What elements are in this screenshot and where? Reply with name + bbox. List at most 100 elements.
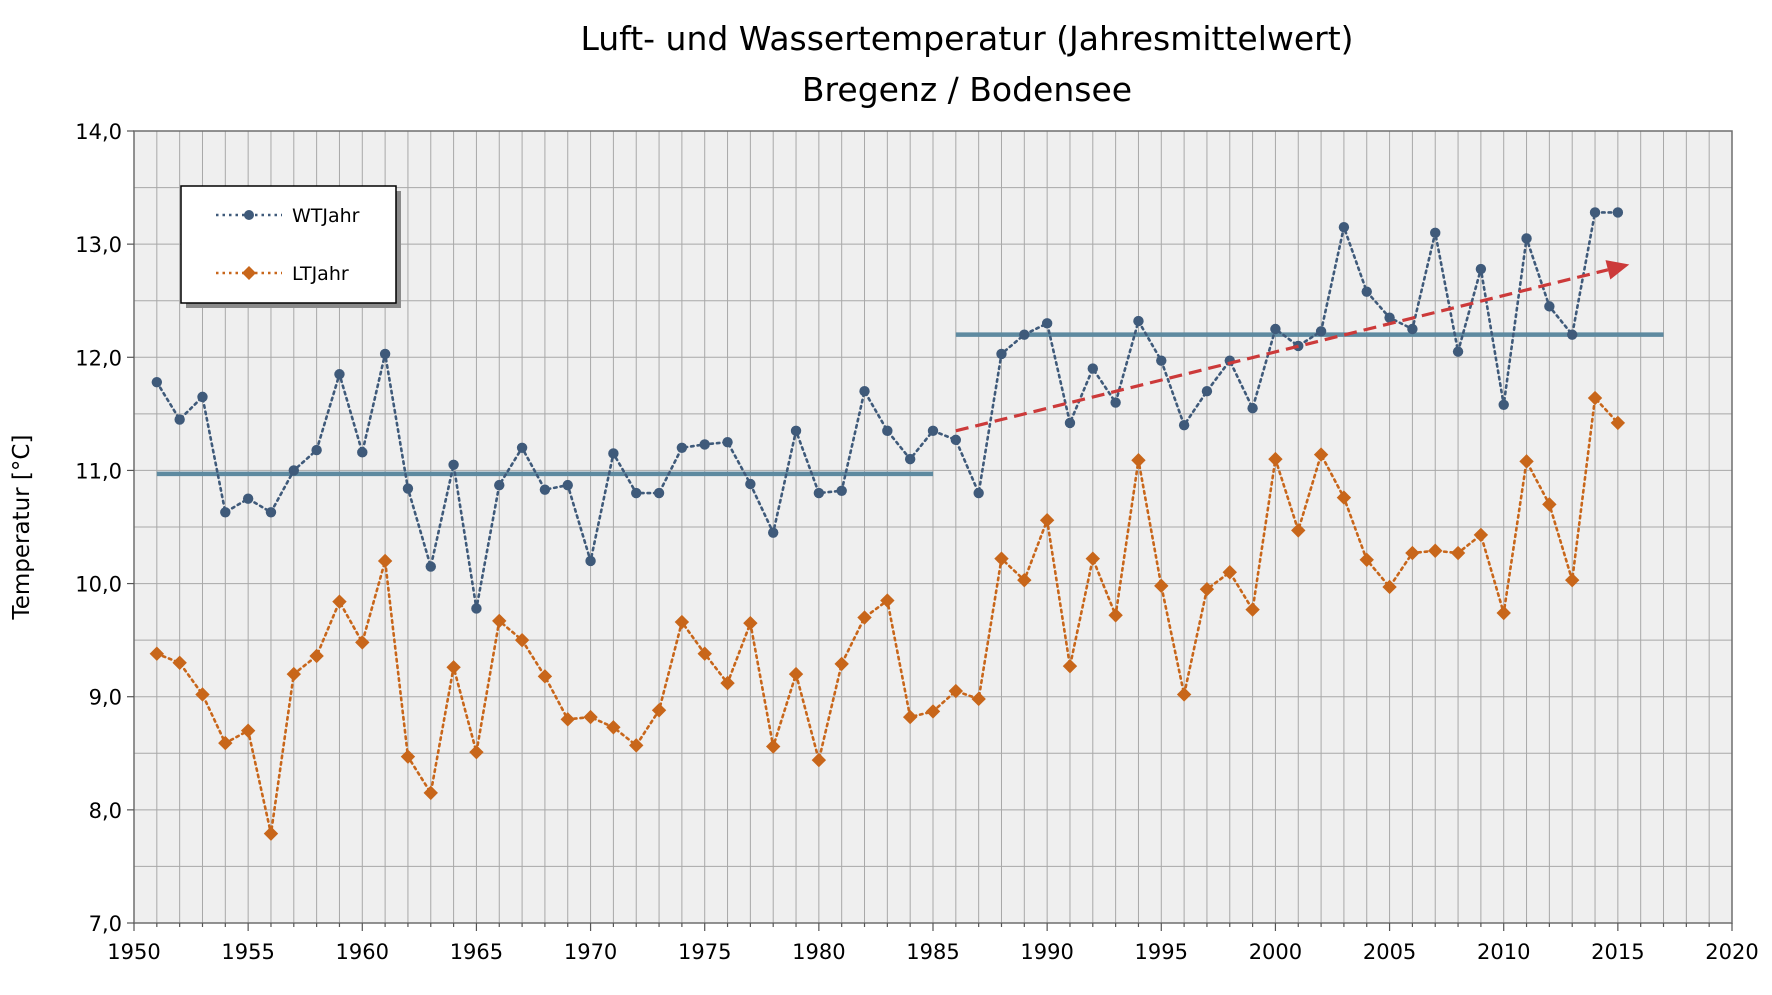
x-tick-label: 2000: [1249, 940, 1302, 964]
wt-point: [882, 425, 893, 437]
lt-point: [971, 691, 986, 707]
wt-point: [265, 507, 277, 518]
lt-point: [469, 744, 484, 760]
lt-point: [309, 648, 324, 664]
lt-point: [606, 720, 621, 735]
wt-point: [1338, 221, 1350, 233]
lt-point: [1017, 572, 1032, 588]
wt-point: [813, 487, 825, 499]
trend-arrow-head: [1605, 260, 1630, 280]
wt-point: [425, 561, 436, 572]
lt-point: [1565, 572, 1580, 588]
lt-point: [218, 735, 233, 751]
wt-point: [768, 527, 779, 538]
wt-point: [1407, 323, 1418, 335]
lt-point: [948, 683, 964, 699]
lt-point: [149, 646, 165, 661]
legend-lt-label: LTJahr: [292, 263, 349, 285]
wt-point: [1041, 318, 1053, 329]
wt-point: [1019, 329, 1030, 340]
wt-point: [288, 465, 299, 476]
lt-point: [674, 614, 690, 630]
lt-point: [492, 613, 507, 629]
lt-point: [1268, 451, 1283, 467]
series-wtjahr: [151, 207, 1624, 614]
lt-point: [1496, 605, 1511, 621]
x-tick-label: 1995: [1135, 940, 1188, 964]
x-tick-label: 1985: [906, 940, 959, 964]
wt-point: [836, 485, 847, 496]
y-tick-label: 10,0: [75, 573, 122, 597]
lt-point: [355, 635, 370, 650]
lt-point: [697, 646, 712, 661]
wt-line: [155, 211, 1620, 609]
x-tick-label: 1955: [221, 940, 274, 964]
lt-point: [994, 551, 1009, 566]
lt-point: [1587, 390, 1603, 406]
lt-point: [1291, 523, 1306, 538]
wt-point: [1178, 419, 1190, 431]
wt-point: [927, 425, 939, 437]
wt-point: [448, 459, 459, 470]
lt-point: [514, 632, 530, 648]
legend-box: [180, 185, 397, 304]
chart-subtitle: Bregenz / Bodensee: [802, 70, 1132, 109]
lt-point: [857, 610, 872, 625]
legend: WTJahr LTJahr: [180, 185, 401, 308]
x-tick-label: 2005: [1363, 940, 1416, 964]
wt-point: [745, 478, 756, 490]
wt-point: [197, 391, 208, 403]
x-tick-label: 1990: [1020, 940, 1073, 964]
lt-point: [1199, 582, 1215, 597]
chart-title: Luft- und Wassertemperatur (Jahresmittel…: [580, 19, 1353, 58]
wt-point: [676, 442, 688, 453]
period-mean-lines: [156, 332, 1664, 477]
wt-point: [1452, 346, 1464, 357]
lt-point: [1336, 490, 1352, 505]
wt-point: [608, 448, 619, 459]
lt-point: [332, 594, 347, 609]
lt-point: [811, 752, 827, 768]
wt-point: [1201, 386, 1213, 397]
lt-point: [1519, 454, 1534, 469]
lt-point: [240, 723, 256, 738]
lt-point: [743, 615, 758, 631]
lt-point: [1245, 602, 1260, 617]
lt-point: [766, 739, 781, 754]
y-tick-label: 8,0: [89, 799, 122, 823]
wt-point: [539, 484, 551, 495]
lt-point: [1154, 578, 1169, 594]
wt-point: [973, 487, 984, 499]
lt-point: [1313, 447, 1329, 462]
wt-point: [242, 493, 254, 504]
wt-point: [722, 436, 733, 448]
lt-point: [446, 660, 461, 675]
wt-point: [950, 434, 962, 446]
wt-point: [790, 425, 802, 437]
lt-point: [902, 709, 918, 725]
wt-point: [311, 444, 322, 456]
x-tick-label: 1970: [564, 940, 617, 964]
wt-point: [471, 603, 482, 614]
wt-point: [1087, 363, 1099, 374]
lt-point: [880, 593, 895, 608]
lt-point: [925, 704, 941, 719]
wt-point: [357, 447, 368, 458]
trend-arrow-shaft: [955, 268, 1609, 433]
wt-point: [1475, 263, 1487, 275]
lt-point: [560, 712, 575, 727]
wt-point: [334, 369, 345, 380]
lt-point: [172, 655, 187, 670]
lt-point: [1428, 543, 1443, 558]
lt-point: [1359, 552, 1374, 568]
lt-point: [1176, 687, 1192, 702]
wt-point: [494, 479, 505, 491]
wt-point: [996, 348, 1007, 360]
lt-point: [537, 669, 553, 684]
lt-point: [629, 738, 644, 753]
wt-point: [1247, 403, 1258, 414]
wt-point: [904, 453, 916, 465]
lt-point: [1131, 453, 1146, 468]
y-tick-label: 9,0: [89, 686, 122, 710]
wt-point: [859, 386, 870, 397]
